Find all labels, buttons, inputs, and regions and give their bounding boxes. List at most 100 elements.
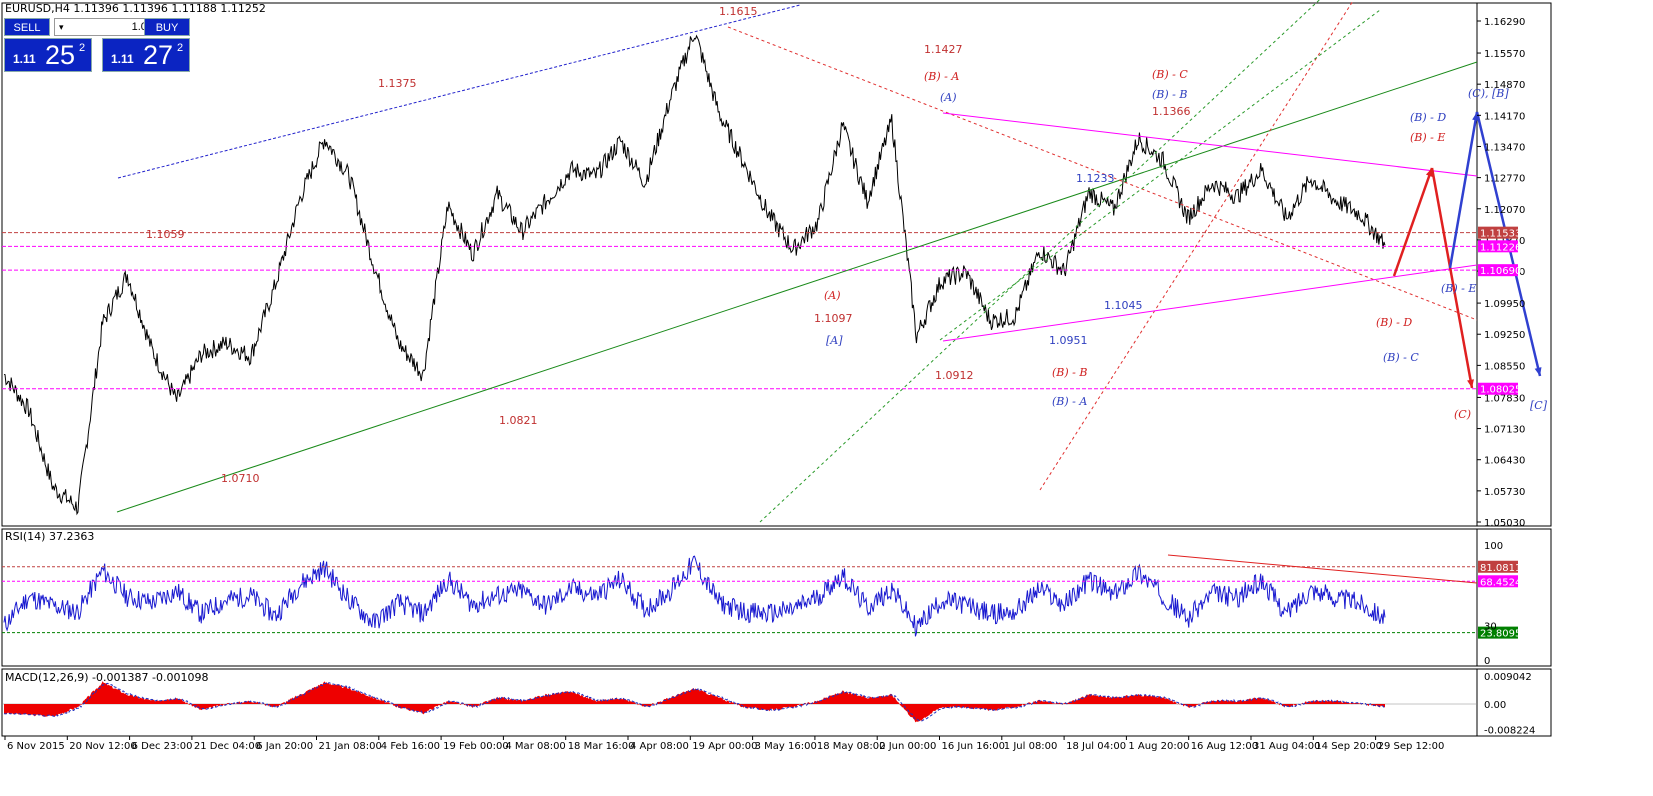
price-annotation: 1.1233	[1076, 172, 1115, 185]
x-tick-label: 18 Mar 16:00	[568, 741, 635, 752]
x-tick-label: 4 Feb 16:00	[381, 741, 440, 752]
macd-pane	[1, 668, 1552, 737]
x-tick-label: 2 Jun 00:00	[879, 741, 936, 752]
price-series	[3, 34, 1386, 516]
price-y-tick-label: 1.09250	[1484, 330, 1525, 341]
wave-label: (A)	[940, 91, 957, 104]
price-annotation: 1.1375	[378, 77, 417, 90]
x-tick-label: 29 Sep 12:00	[1378, 741, 1445, 752]
x-tick-label: 6 Dec 23:00	[132, 741, 193, 752]
price-y-tick-label: 1.13470	[1484, 142, 1525, 153]
wave-label: (B) - A	[1052, 395, 1087, 408]
blue-projection-arrow-down-head	[1534, 367, 1542, 376]
macd-signal-line	[3, 682, 1386, 722]
wave-label: (B) - E	[1410, 131, 1445, 144]
blue-projection-arrow-up	[1448, 111, 1479, 269]
price-annotation: 1.1059	[146, 228, 185, 241]
rsi-level-box	[1478, 626, 1518, 639]
rsi-level-label: 23.8095	[1480, 629, 1521, 640]
price-annotation: 1.1045	[1104, 299, 1143, 312]
price-y-tick-label: 1.15570	[1484, 49, 1525, 60]
sell-price-sup: 2	[79, 42, 86, 54]
one-click-trading-panel: SELL ▾ 1.00 ▴ BUY 1.11 25 2 1.11 27 2	[4, 18, 190, 74]
x-tick-label: 6 Nov 2015	[7, 741, 65, 752]
price-annotation: 1.0951	[1049, 334, 1088, 347]
wave-label: (B) - D	[1376, 316, 1412, 329]
price-annotation: 1.1097	[814, 312, 853, 325]
price-annotation: 1.1427	[924, 43, 963, 56]
price-y-tick-label: 1.07830	[1484, 393, 1525, 404]
level-price-box	[1478, 240, 1518, 253]
magenta-triangle-upper	[942, 112, 1478, 177]
red-dotted-decline-line	[727, 26, 1478, 321]
wave-label: (B) - A	[924, 70, 959, 83]
price-y-tick-label: 1.05030	[1484, 518, 1525, 529]
wave-label: (C), [B]	[1468, 87, 1509, 100]
level-price-label: 1.11226	[1480, 242, 1521, 253]
wave-label: (B) - D	[1410, 111, 1446, 124]
rsi-trendline	[1167, 554, 1478, 584]
lot-down-arrow-icon[interactable]: ▾	[59, 22, 64, 32]
red-projection-arrow-up	[1392, 167, 1434, 277]
x-tick-label: 6 Jan 20:00	[256, 741, 313, 752]
wave-label: (C)	[1454, 408, 1471, 421]
x-tick-label: 1 Aug 20:00	[1128, 741, 1189, 752]
price-annotation: 1.1615	[719, 5, 758, 18]
sell-price-box[interactable]: 1.11 25 2	[4, 38, 92, 72]
x-tick-label: 1 Jul 08:00	[1004, 741, 1058, 752]
x-tick-label: 19 Apr 00:00	[692, 741, 757, 752]
level-price-box	[1478, 226, 1518, 239]
buy-button[interactable]: BUY	[144, 18, 190, 36]
wave-label: [C]	[1530, 399, 1548, 412]
price-pane	[1, 2, 1552, 527]
x-tick-label: 18 Jul 04:00	[1066, 741, 1126, 752]
green-channel-base	[116, 61, 1478, 513]
x-tick-label: 18 May 08:00	[817, 741, 886, 752]
lot-size-input[interactable]: ▾ 1.00 ▴	[54, 18, 165, 36]
price-y-tick-label: 1.05730	[1484, 487, 1525, 498]
sell-price-prefix: 1.11	[13, 52, 36, 66]
rsi-pane	[1, 528, 1552, 667]
sell-button[interactable]: SELL	[4, 18, 50, 36]
price-annotation: 1.0821	[499, 414, 538, 427]
rsi-level-label: 81.0811	[1480, 563, 1521, 574]
x-tick-label: 3 May 16:00	[755, 741, 817, 752]
price-annotation: 1.1366	[1152, 105, 1191, 118]
x-tick-label: 21 Jan 08:00	[319, 741, 382, 752]
buy-price-box[interactable]: 1.11 27 2	[102, 38, 190, 72]
x-tick-label: 16 Aug 12:00	[1191, 741, 1258, 752]
macd-histogram	[4, 681, 1385, 723]
x-tick-label: 16 Jun 16:00	[942, 741, 1006, 752]
price-y-tick-label: 1.12770	[1484, 174, 1525, 185]
rsi-y-tick-label: 100	[1484, 541, 1503, 552]
wave-label: (B) - C	[1152, 68, 1188, 81]
x-tick-label: 21 Dec 04:00	[194, 741, 261, 752]
red-projection-arrow-down-head	[1467, 379, 1474, 388]
price-y-tick-label: 1.16290	[1484, 17, 1525, 28]
red-projection-arrow-down	[1430, 167, 1474, 389]
level-price-label: 1.11533	[1480, 229, 1521, 240]
macd-title: MACD(12,26,9) -0.001387 -0.001098	[5, 671, 208, 684]
wave-label: [A]	[826, 334, 843, 347]
green-dotted-steep-line-2	[939, 9, 1381, 341]
x-tick-label: 31 Aug 04:00	[1253, 741, 1320, 752]
wave-label: (B) - B	[1052, 366, 1087, 379]
rsi-level-box	[1478, 575, 1518, 588]
rsi-y-tick-label: 0	[1484, 656, 1490, 667]
macd-y-tick-label: -0.008224	[1484, 725, 1535, 736]
buy-price-prefix: 1.11	[111, 52, 134, 66]
sell-price-big: 25	[45, 40, 76, 70]
rsi-series	[3, 555, 1386, 637]
x-tick-label: 14 Sep 20:00	[1315, 741, 1382, 752]
rsi-title: RSI(14) 37.2363	[5, 530, 94, 543]
x-tick-label: 4 Apr 08:00	[630, 741, 689, 752]
price-y-tick-label: 1.07130	[1484, 425, 1525, 436]
chart-title: EURUSD,H4 1.11396 1.11396 1.11188 1.1125…	[5, 2, 266, 15]
price-annotation: 1.0710	[221, 472, 260, 485]
macd-y-tick-label: 0.00	[1484, 700, 1506, 711]
x-tick-label: 19 Feb 00:00	[443, 741, 509, 752]
x-tick-label: 20 Nov 12:00	[69, 741, 136, 752]
level-price-box	[1478, 382, 1518, 395]
level-price-box	[1478, 264, 1518, 277]
